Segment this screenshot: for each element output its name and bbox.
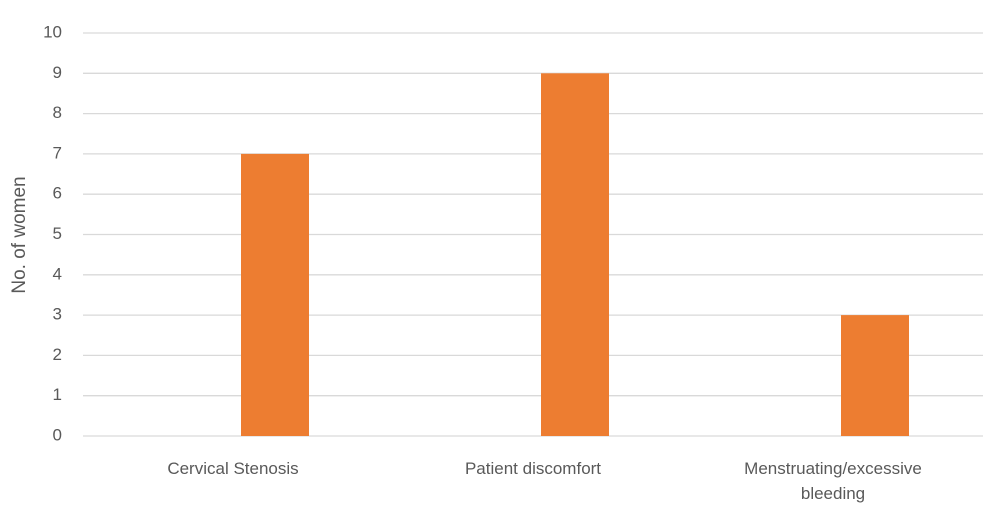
y-tick-label: 9: [53, 63, 62, 82]
y-axis-label: No. of women: [9, 176, 30, 293]
bar: [841, 315, 909, 436]
y-tick-label: 2: [53, 345, 62, 364]
x-tick-label: Patient discomfort: [464, 459, 602, 478]
bar: [541, 73, 609, 437]
bar: [241, 153, 309, 436]
y-tick-label: 8: [53, 103, 62, 122]
y-tick-label: 6: [53, 184, 62, 203]
x-tick-label: Menstruating/excessive bleeding: [744, 459, 922, 503]
y-tick-label: 0: [53, 425, 62, 444]
y-tick-label: 10: [43, 22, 62, 41]
x-tick-label: Cervical Stenosis: [167, 459, 299, 478]
y-tick-label: 7: [53, 143, 62, 162]
y-tick-label: 1: [53, 385, 62, 404]
y-tick-label: 3: [53, 305, 62, 324]
y-tick-label: 5: [53, 224, 62, 243]
y-tick-label: 4: [53, 264, 62, 283]
